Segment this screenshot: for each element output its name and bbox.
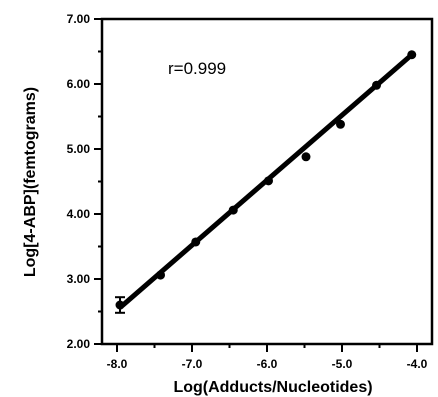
data-point [228, 205, 238, 215]
x-tick-label: -7.0 [182, 357, 203, 371]
x-tick-label: -6.0 [257, 357, 278, 371]
x-axis-title: Log(Adducts/Nucleotides) [173, 379, 372, 396]
y-tick-label: 5.00 [67, 142, 91, 156]
data-point [264, 176, 273, 186]
y-tick-label: 7.00 [67, 12, 91, 26]
y-axis-title: Log[4-ABP](femtograms) [22, 87, 39, 277]
data-point [191, 237, 201, 247]
y-tick-label: 6.00 [67, 77, 91, 91]
y-tick-label: 4.00 [67, 207, 91, 221]
y-tick-label: 3.00 [67, 272, 91, 286]
data-point [336, 119, 345, 129]
data-point [372, 80, 381, 90]
data-point [301, 152, 311, 162]
x-tick-label: -4.0 [407, 357, 428, 371]
y-tick-label: 2.00 [67, 337, 91, 351]
x-tick-label: -8.0 [107, 357, 128, 371]
data-points [115, 50, 417, 314]
data-point [115, 300, 125, 310]
axis-ticks: 2.00 3.00 4.00 5.00 6.00 7.00 -8.0 -7.0 -6.0 -5.0… [67, 12, 428, 371]
correlation-annotation: r=0.999 [168, 59, 226, 78]
data-point [156, 270, 165, 280]
data-point [407, 50, 417, 60]
x-tick-label: -5.0 [332, 357, 353, 371]
